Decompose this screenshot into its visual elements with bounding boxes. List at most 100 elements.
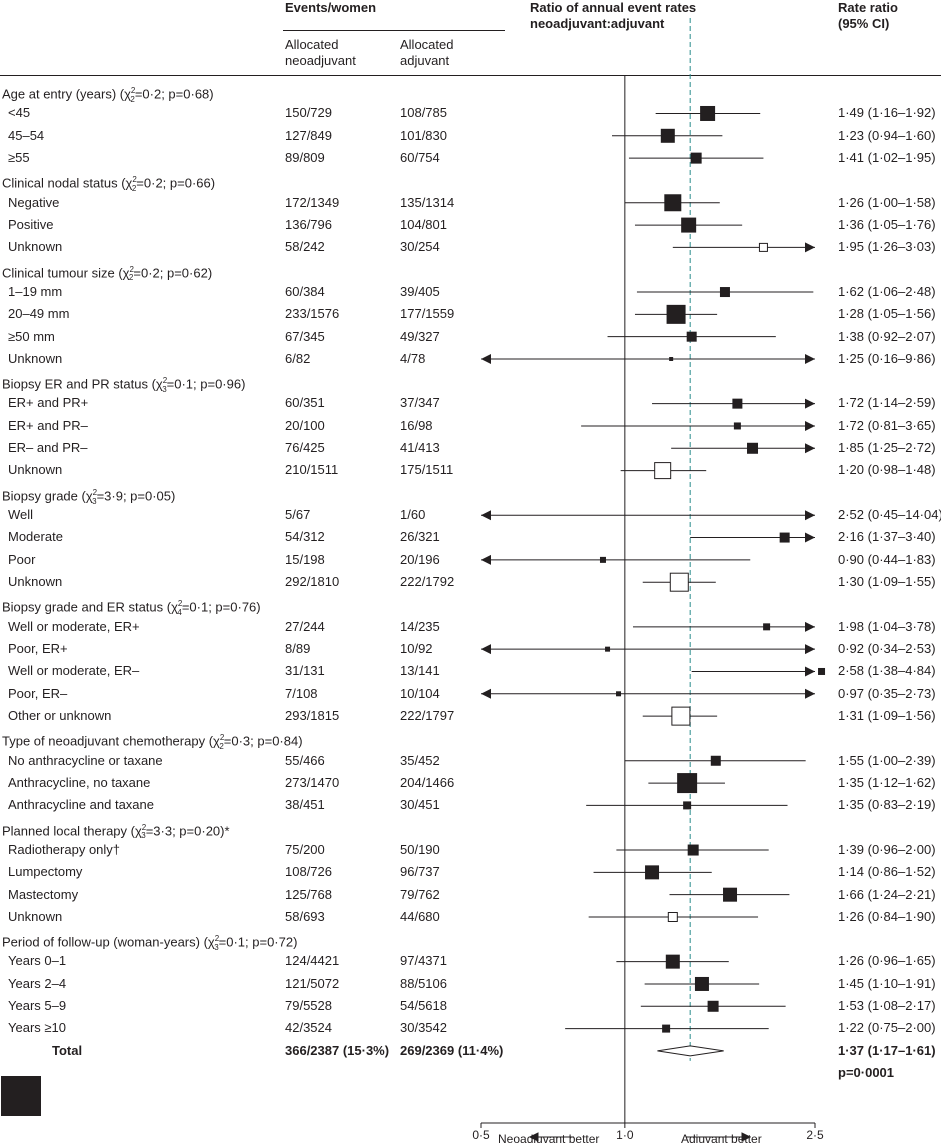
total-row: Total 366/2387 (15·3%) 269/2369 (11·4%) 1·3… xyxy=(0,1040,941,1080)
adjuvant-events: 44/680 xyxy=(400,908,440,924)
neoadjuvant-events: 58/242 xyxy=(285,239,325,255)
neoadjuvant-events: 233/1576 xyxy=(285,306,340,322)
point-estimate-square xyxy=(818,667,826,675)
table-row: Unknown 58/242 30/254 1·95 (1·26–3·03) xyxy=(0,236,941,258)
row-label: Years 2–4 xyxy=(8,975,67,991)
group-header-row: Type of neoadjuvant chemotherapy (χ22=0·… xyxy=(0,727,941,751)
row-label: Lumpectomy xyxy=(8,864,83,880)
rate-ratio-ci: 1·85 (1·25–2·72) xyxy=(838,440,936,456)
ci-arrow-left xyxy=(481,510,491,521)
group-header-row: Biopsy grade and ER status (χ24=0·1; p=0… xyxy=(0,593,941,617)
rate-ratio-ci: 1·95 (1·26–3·03) xyxy=(838,239,936,255)
row-label: Mastectomy xyxy=(8,886,79,902)
row-label: No anthracycline or taxane xyxy=(8,752,163,768)
adjuvant-events: 101/830 xyxy=(400,127,447,143)
neoadjuvant-events: 58/693 xyxy=(285,908,325,924)
point-estimate-square-open xyxy=(667,912,678,922)
rate-ratio-header-line2: (95% CI) xyxy=(838,16,890,31)
neoadjuvant-events: 172/1349 xyxy=(285,194,340,210)
row-label: ≥55 xyxy=(8,149,30,165)
ci-arrow-right xyxy=(805,621,815,632)
neoadjuvant-events: 31/131 xyxy=(285,663,325,679)
row-label: <45 xyxy=(8,105,31,121)
table-row: Anthracycline and taxane 38/451 30/451 1·35… xyxy=(0,794,941,816)
table-row: Moderate 54/312 26/321 2·16 (1·37–3·40) xyxy=(0,526,941,548)
point-estimate-square xyxy=(733,422,741,430)
adjuvant-events: 79/762 xyxy=(400,886,440,902)
point-estimate-square xyxy=(747,442,759,454)
rate-ratio-ci: 1·62 (1·06–2·48) xyxy=(838,283,936,299)
row-label: 1–19 mm xyxy=(8,283,63,299)
ratio-header-line2: neoadjuvant:adjuvant xyxy=(530,16,665,31)
adjuvant-events: 30/3542 xyxy=(400,1020,447,1036)
group-header-row: Period of follow-up (woman-years) (χ23=0… xyxy=(0,928,941,952)
neoadjuvant-events: 127/849 xyxy=(285,127,332,143)
row-label: Poor xyxy=(8,551,36,567)
row-label: Years 5–9 xyxy=(8,998,67,1014)
row-label: Total xyxy=(52,1042,83,1058)
neoadjuvant-events: 7/108 xyxy=(285,685,318,701)
point-estimate-square xyxy=(686,331,697,342)
adjuvant-column-header-line2: adjuvant xyxy=(400,53,450,68)
neoadjuvant-events: 292/1810 xyxy=(285,574,340,590)
rate-ratio-ci: 1·98 (1·04–3·78) xyxy=(838,618,936,634)
row-label: Years ≥10 xyxy=(8,1020,66,1036)
neoadjuvant-events: 67/345 xyxy=(285,328,325,344)
table-row: ≥50 mm 67/345 49/327 1·38 (0·92–2·07) xyxy=(0,326,941,348)
ci-arrow-right xyxy=(805,242,815,253)
adjuvant-events: 20/196 xyxy=(400,551,440,567)
neoadjuvant-events: 293/1815 xyxy=(285,707,340,723)
point-estimate-square xyxy=(666,304,686,324)
ci-arrow-left xyxy=(481,644,491,655)
table-row: Unknown 210/1511 175/1511 1·20 (0·98–1·48) xyxy=(0,459,941,481)
point-estimate-square-open xyxy=(669,572,689,592)
rate-ratio-ci: 1·41 (1·02–1·95) xyxy=(838,149,936,165)
table-row: ≥55 89/809 60/754 1·41 (1·02–1·95) xyxy=(0,147,941,169)
ci-arrow-right xyxy=(805,398,815,409)
table-row: Well or moderate, ER+ 27/244 14/235 1·98 (1… xyxy=(0,616,941,638)
table-row: ER– and PR– 76/425 41/413 1·85 (1·25–2·72) xyxy=(0,437,941,459)
point-estimate-square xyxy=(687,844,699,856)
group-label: Type of neoadjuvant chemotherapy (χ22=0·… xyxy=(2,733,303,752)
table-row: ER+ and PR– 20/100 16/98 1·72 (0·81–3·65) xyxy=(0,415,941,437)
group-label: Planned local therapy (χ23=3·3; p=0·20)* xyxy=(2,822,230,841)
row-label: Unknown xyxy=(8,239,63,255)
group-header-row: Age at entry (years) (χ22=0·2; p=0·68) xyxy=(0,80,941,104)
overall-diamond xyxy=(657,1045,724,1057)
row-label: ER+ and PR+ xyxy=(8,395,89,411)
rate-ratio-ci: 1·25 (0·16–9·86) xyxy=(838,350,936,366)
neoadjuvant-events: 5/67 xyxy=(285,507,311,523)
row-label: Positive xyxy=(8,216,54,232)
neoadjuvant-events: 27/244 xyxy=(285,618,325,634)
table-row: <45 150/729 108/785 1·49 (1·16–1·92) xyxy=(0,102,941,124)
adjuvant-events: 41/413 xyxy=(400,440,440,456)
point-estimate-square xyxy=(662,1024,671,1033)
table-row: Radiotherapy only† 75/200 50/190 1·39 (0·96… xyxy=(0,839,941,861)
adjuvant-events: 30/254 xyxy=(400,239,440,255)
point-estimate-square xyxy=(616,691,622,697)
adjuvant-events: 177/1559 xyxy=(400,306,455,322)
table-row: Unknown 6/82 4/78 1·25 (0·16–9·86) xyxy=(0,348,941,370)
neoadjuvant-events: 108/726 xyxy=(285,864,332,880)
adjuvant-events: 16/98 xyxy=(400,417,433,433)
total-p-value: p=0·0001 xyxy=(838,1064,895,1080)
adjuvant-events: 175/1511 xyxy=(400,462,454,478)
point-estimate-square xyxy=(700,105,716,121)
neoadjuvant-events: 54/312 xyxy=(285,529,325,545)
neoadjuvant-events: 75/200 xyxy=(285,841,325,857)
point-estimate-square-open xyxy=(671,706,691,726)
point-estimate-square xyxy=(690,152,702,164)
adjuvant-events: 1/60 xyxy=(400,507,426,523)
adjuvant-events: 54/5618 xyxy=(400,998,447,1014)
ci-arrow-right xyxy=(805,688,815,699)
adjuvant-events: 35/452 xyxy=(400,752,440,768)
row-label: Moderate xyxy=(8,529,63,545)
rate-ratio-ci: 1·72 (1·14–2·59) xyxy=(838,395,936,411)
rate-ratio-ci: 1·23 (0·94–1·60) xyxy=(838,127,936,143)
rate-ratio-ci: 1·45 (1·10–1·91) xyxy=(838,975,936,991)
neoadjuvant-events: 150/729 xyxy=(285,105,332,121)
neoadjuvant-events: 6/82 xyxy=(285,350,311,366)
rate-ratio-ci: 1·31 (1·09–1·56) xyxy=(838,707,936,723)
adjuvant-events: 222/1792 xyxy=(400,574,455,590)
